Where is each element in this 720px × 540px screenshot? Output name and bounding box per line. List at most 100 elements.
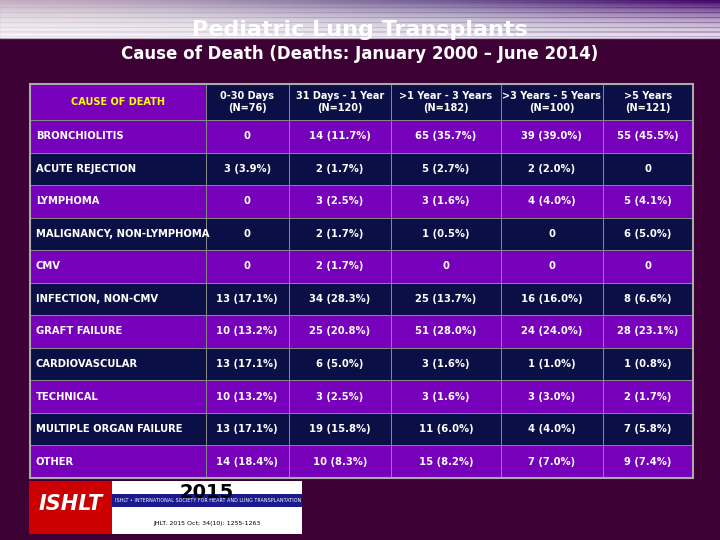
Text: 19 (15.8%): 19 (15.8%) [309, 424, 371, 434]
Text: 0: 0 [549, 229, 555, 239]
Bar [30, 413, 206, 446]
Bar [206, 84, 289, 120]
Text: 1 (0.5%): 1 (0.5%) [422, 229, 469, 239]
Text: 2 (1.7%): 2 (1.7%) [316, 229, 364, 239]
Bar [500, 152, 603, 185]
Text: 11 (6.0%): 11 (6.0%) [418, 424, 473, 434]
Bar [603, 315, 693, 348]
Text: 25 (20.8%): 25 (20.8%) [310, 327, 371, 336]
Bar [0, 5, 720, 6]
Bar [391, 413, 500, 446]
Text: CAUSE OF DEATH: CAUSE OF DEATH [71, 97, 165, 107]
Bar [30, 84, 206, 120]
Bar [500, 250, 603, 282]
Text: 25 (13.7%): 25 (13.7%) [415, 294, 477, 304]
Bar [0, 29, 720, 30]
Text: MALIGNANCY, NON-LYMPHOMA: MALIGNANCY, NON-LYMPHOMA [36, 229, 210, 239]
Bar [289, 120, 391, 152]
Bar [391, 185, 500, 218]
Text: 24 (24.0%): 24 (24.0%) [521, 327, 582, 336]
Bar [500, 348, 603, 380]
Bar [0, 16, 720, 18]
Bar [500, 282, 603, 315]
Bar [30, 282, 206, 315]
Bar [603, 282, 693, 315]
Bar [30, 120, 206, 152]
Bar [0, 8, 720, 9]
Bar [289, 348, 391, 380]
Bar [603, 446, 693, 478]
Bar [289, 446, 391, 478]
Text: 65 (35.7%): 65 (35.7%) [415, 131, 477, 141]
Text: 4 (4.0%): 4 (4.0%) [528, 197, 576, 206]
Text: 13 (17.1%): 13 (17.1%) [217, 424, 278, 434]
Text: 34 (28.3%): 34 (28.3%) [310, 294, 371, 304]
Bar [0, 28, 720, 29]
Bar [391, 250, 500, 282]
Text: Pediatric Lung Transplants: Pediatric Lung Transplants [192, 19, 528, 40]
Text: 0: 0 [549, 261, 555, 272]
Bar [0, 25, 720, 26]
Text: 13 (17.1%): 13 (17.1%) [217, 359, 278, 369]
Bar [289, 185, 391, 218]
Bar [30, 380, 206, 413]
Text: 10 (13.2%): 10 (13.2%) [217, 327, 278, 336]
Bar [0, 20, 720, 22]
Text: 6 (5.0%): 6 (5.0%) [624, 229, 672, 239]
Bar [30, 446, 206, 478]
Bar [500, 446, 603, 478]
Bar [0, 23, 720, 24]
Bar [500, 185, 603, 218]
Text: 2 (1.7%): 2 (1.7%) [316, 164, 364, 174]
Text: CARDIOVASCULAR: CARDIOVASCULAR [36, 359, 138, 369]
Text: BRONCHIOLITIS: BRONCHIOLITIS [36, 131, 124, 141]
Text: LYMPHOMA: LYMPHOMA [36, 197, 99, 206]
Bar [603, 250, 693, 282]
Text: 13 (17.1%): 13 (17.1%) [217, 294, 278, 304]
Text: >3 Years - 5 Years
(N=100): >3 Years - 5 Years (N=100) [503, 91, 601, 113]
Bar [0, 37, 720, 38]
Text: ISHLT: ISHLT [38, 495, 102, 515]
Text: ACUTE REJECTION: ACUTE REJECTION [36, 164, 136, 174]
Text: 9 (7.4%): 9 (7.4%) [624, 457, 672, 467]
Bar [289, 250, 391, 282]
Bar [603, 380, 693, 413]
Text: 14 (11.7%): 14 (11.7%) [309, 131, 371, 141]
Text: CMV: CMV [36, 261, 61, 272]
Bar [500, 315, 603, 348]
Text: 10 (8.3%): 10 (8.3%) [312, 457, 367, 467]
Text: TECHNICAL: TECHNICAL [36, 392, 99, 402]
Text: 7 (7.0%): 7 (7.0%) [528, 457, 575, 467]
Text: 8 (6.6%): 8 (6.6%) [624, 294, 672, 304]
Bar [603, 84, 693, 120]
Bar [500, 413, 603, 446]
Bar [391, 84, 500, 120]
Bar [0, 11, 720, 12]
Text: >5 Years
(N=121): >5 Years (N=121) [624, 91, 672, 113]
Text: GRAFT FAILURE: GRAFT FAILURE [36, 327, 122, 336]
Bar [0, 4, 720, 5]
Bar [0, 0, 720, 1]
Bar [0, 26, 720, 28]
Text: OTHER: OTHER [36, 457, 74, 467]
Bar [391, 315, 500, 348]
Bar [0, 31, 720, 33]
Bar [289, 152, 391, 185]
Bar [0, 3, 720, 4]
Bar [206, 380, 289, 413]
Bar [206, 152, 289, 185]
Bar [0, 1, 720, 3]
Bar [0, 18, 720, 19]
Bar [206, 315, 289, 348]
Bar [0, 10, 720, 11]
Bar [0, 19, 720, 20]
Bar [29, 481, 112, 534]
Text: 0: 0 [244, 229, 251, 239]
Bar [206, 348, 289, 380]
Text: 0: 0 [443, 261, 449, 272]
Bar [289, 413, 391, 446]
Text: 55 (45.5%): 55 (45.5%) [617, 131, 679, 141]
Bar [206, 120, 289, 152]
Text: 28 (23.1%): 28 (23.1%) [617, 327, 678, 336]
Text: 5 (4.1%): 5 (4.1%) [624, 197, 672, 206]
